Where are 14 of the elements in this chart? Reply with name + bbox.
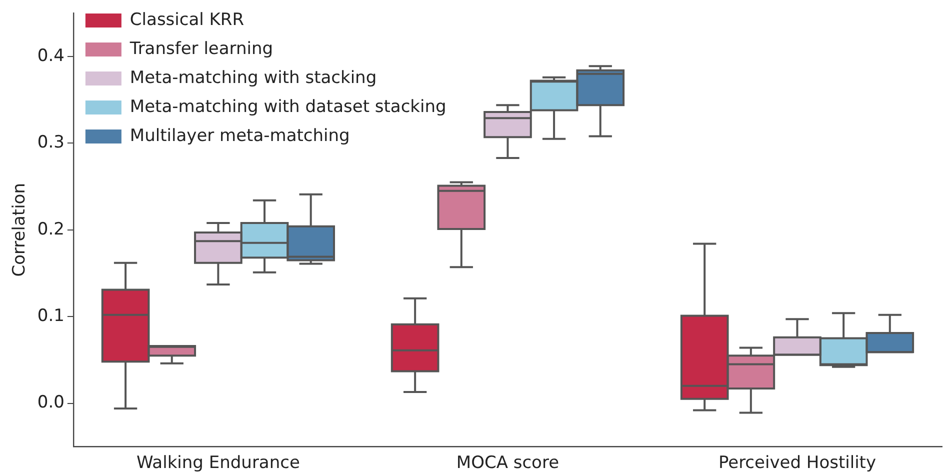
legend-label: Meta-matching with dataset stacking	[130, 96, 446, 117]
x-tick-label: Walking Endurance	[136, 453, 300, 474]
y-axis-title: Correlation	[10, 183, 30, 277]
x-tick-label: MOCA score	[456, 453, 560, 474]
y-tick-label: 0.0	[37, 392, 64, 413]
legend-label: Transfer learning	[128, 38, 274, 59]
legend-label: Meta-matching with stacking	[130, 68, 377, 88]
y-tick-label: 0.3	[37, 132, 64, 153]
y-tick-label: 0.4	[37, 46, 64, 66]
y-tick-label: 0.2	[37, 219, 64, 240]
x-tick-label: Perceived Hostility	[718, 453, 876, 474]
y-tick-label: 0.1	[37, 306, 64, 326]
legend-label: Multilayer meta-matching	[130, 126, 350, 146]
legend-label: Classical KRR	[130, 10, 244, 30]
